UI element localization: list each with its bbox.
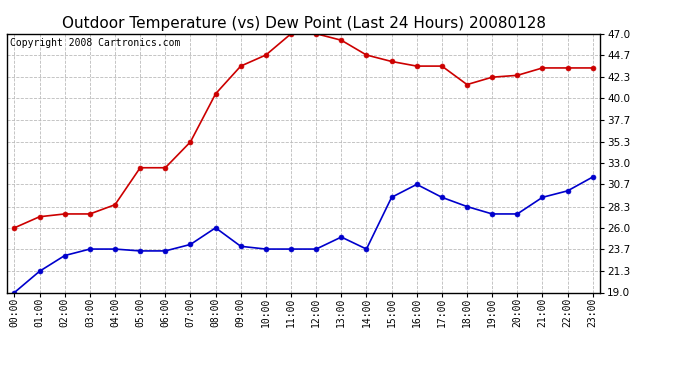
Text: Copyright 2008 Cartronics.com: Copyright 2008 Cartronics.com xyxy=(10,38,180,48)
Title: Outdoor Temperature (vs) Dew Point (Last 24 Hours) 20080128: Outdoor Temperature (vs) Dew Point (Last… xyxy=(61,16,546,31)
